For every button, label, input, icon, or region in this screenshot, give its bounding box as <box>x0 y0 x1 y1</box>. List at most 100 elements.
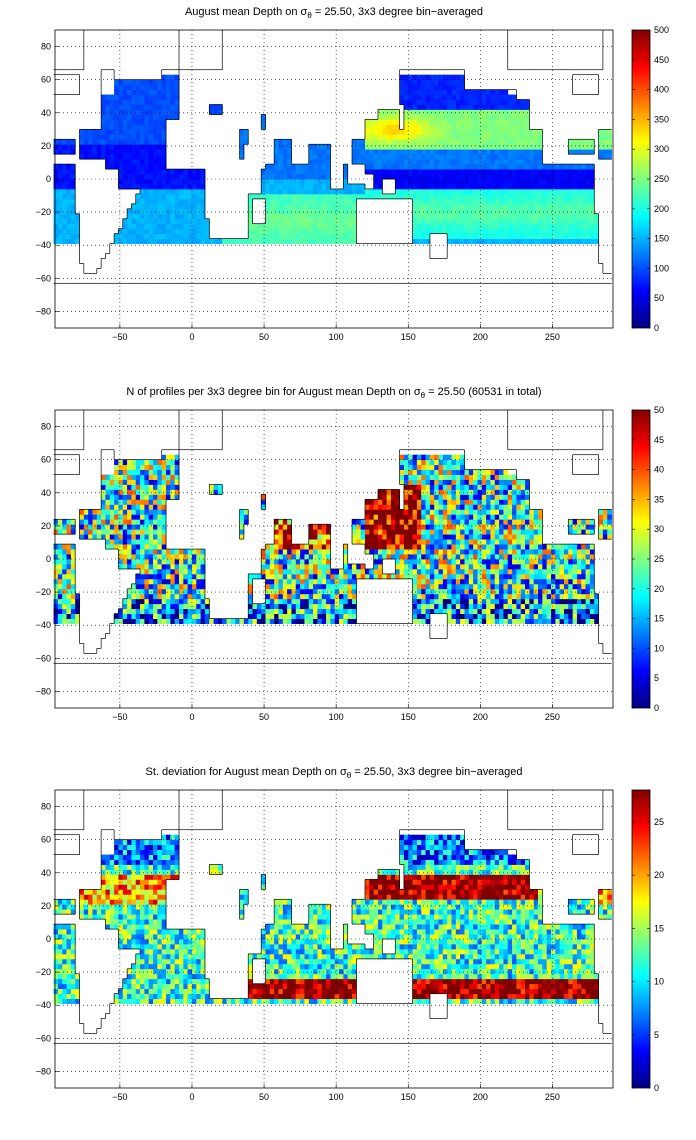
heat-cell <box>460 154 465 160</box>
heat-cell <box>451 183 457 190</box>
heat-cell <box>408 474 413 480</box>
heat-cell <box>153 593 158 600</box>
heat-cell <box>533 193 539 200</box>
heat-cell <box>382 499 388 505</box>
heat-cell <box>278 233 284 239</box>
heat-cell <box>468 529 474 535</box>
heat-cell <box>455 164 461 170</box>
heat-cell <box>187 549 193 555</box>
heat-cell <box>352 228 357 235</box>
heat-cell <box>490 613 496 619</box>
heat-cell <box>408 464 413 470</box>
heat-cell <box>295 169 301 175</box>
heat-cell <box>131 479 137 485</box>
heat-cell <box>122 94 128 100</box>
heat-cell <box>390 539 396 545</box>
heat-cell <box>538 549 543 555</box>
heat-cell <box>70 223 76 230</box>
heat-cell <box>455 139 461 145</box>
heat-cell <box>503 509 509 515</box>
heat-cell <box>425 208 431 215</box>
heat-cell <box>148 588 154 595</box>
heat-cell <box>352 578 357 585</box>
heat-cell <box>421 84 426 90</box>
heat-cell <box>533 613 539 619</box>
heat-cell <box>477 213 483 220</box>
heat-cell <box>408 519 413 525</box>
heat-cell <box>607 134 612 140</box>
heat-cell <box>153 149 158 155</box>
heat-cell <box>507 578 513 585</box>
heat-cell <box>209 109 215 115</box>
heat-cell <box>200 174 206 180</box>
heat-cell <box>377 499 383 505</box>
heat-cell <box>131 484 137 490</box>
heat-cell <box>494 489 500 495</box>
heat-cell <box>365 534 370 540</box>
heat-cell <box>490 479 496 485</box>
heat-cell <box>494 509 500 515</box>
heat-cell <box>429 544 435 550</box>
heat-cell <box>170 198 176 205</box>
heat-cell <box>425 588 431 595</box>
heat-cell <box>451 469 457 475</box>
heat-cell <box>429 218 435 225</box>
heat-cell <box>308 568 314 575</box>
heat-cell <box>131 613 137 619</box>
heat-cell <box>533 529 539 535</box>
heat-cell <box>490 154 496 160</box>
heat-cell <box>555 179 561 185</box>
heat-cell <box>434 149 439 155</box>
heat-cell <box>503 618 509 624</box>
heat-cell <box>468 89 474 95</box>
heat-cell <box>477 598 483 605</box>
heat-cell <box>525 169 530 175</box>
heat-cell <box>127 559 132 565</box>
heat-cell <box>161 139 167 145</box>
heat-cell <box>153 129 158 135</box>
heat-cell <box>144 213 150 220</box>
heat-cell <box>576 598 582 605</box>
heat-cell <box>57 139 63 145</box>
heat-cell <box>144 119 150 125</box>
heat-cell <box>144 238 150 244</box>
heat-cell <box>503 188 509 195</box>
heat-cell <box>399 554 405 560</box>
heat-cell <box>386 539 392 545</box>
heat-cell <box>326 618 331 624</box>
heat-cell <box>369 119 375 125</box>
heat-cell <box>473 563 478 570</box>
heat-cell <box>105 134 111 140</box>
heat-cell <box>434 539 439 545</box>
heat-cell <box>572 203 578 210</box>
heat-cell <box>53 164 59 170</box>
heat-cell <box>442 588 448 595</box>
heat-cell <box>438 534 444 540</box>
heat-cell <box>308 203 314 210</box>
heat-cell <box>512 534 517 540</box>
heat-cell <box>386 114 392 120</box>
heat-cell <box>434 179 439 185</box>
heat-cell <box>490 529 496 535</box>
heat-cell <box>455 504 461 510</box>
heat-cell <box>170 549 176 555</box>
heat-cell <box>589 603 595 610</box>
heat-cell <box>300 549 305 555</box>
heat-cell <box>321 613 327 619</box>
heat-cell <box>499 563 504 570</box>
heat-cell <box>490 578 496 585</box>
heat-cell <box>53 563 59 570</box>
heat-cell <box>416 494 422 500</box>
heat-cell <box>416 489 422 495</box>
heat-cell <box>144 519 150 525</box>
heat-cell <box>477 494 483 500</box>
heat-cell <box>140 124 145 130</box>
heat-cell <box>589 568 595 575</box>
heat-cell <box>153 144 158 150</box>
heat-cell <box>520 613 526 619</box>
heat-cell <box>347 228 353 235</box>
heat-cell <box>174 203 180 210</box>
heat-cell <box>304 549 310 555</box>
heat-cell <box>109 114 115 120</box>
heat-cell <box>204 608 210 615</box>
